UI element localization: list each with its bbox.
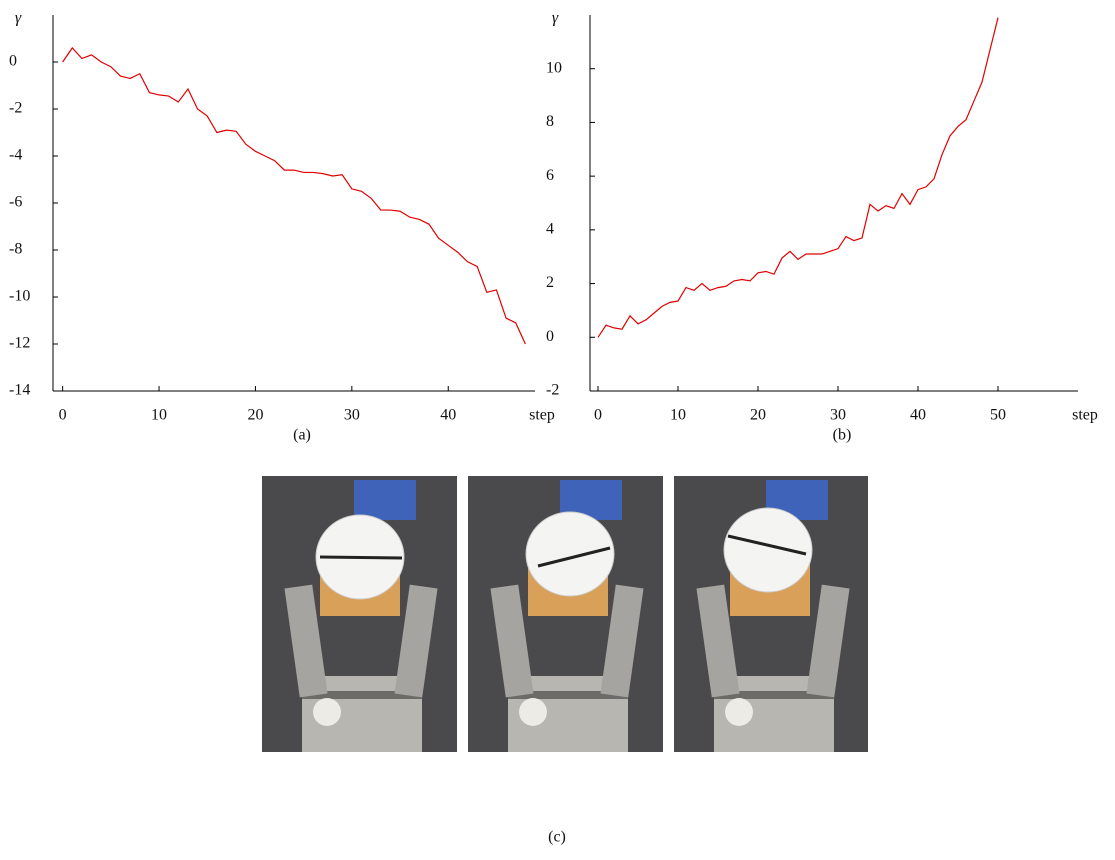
y-axis-label: γ <box>15 10 22 27</box>
photo <box>468 476 663 752</box>
x-axis-label: step <box>1072 407 1098 424</box>
y-tick-label: 8 <box>546 113 554 130</box>
y-tick-label: 2 <box>546 274 554 291</box>
y-tick-label: -2 <box>546 382 559 399</box>
figure-caption: (c) <box>548 829 566 846</box>
y-tick-label: -2 <box>9 100 22 117</box>
x-axis-label: step <box>529 407 555 424</box>
photos <box>262 476 868 752</box>
photo <box>674 476 868 752</box>
chart-caption: (b) <box>833 427 852 444</box>
y-tick-label: 0 <box>9 53 17 70</box>
y-tick-label: -12 <box>9 335 30 352</box>
y-tick-label: 4 <box>546 221 554 238</box>
y-tick-label: -10 <box>9 288 30 305</box>
data-line <box>63 48 526 344</box>
y-tick-label: -8 <box>9 241 22 258</box>
x-tick-label: 0 <box>59 407 67 424</box>
figure: (c) 0-2-4-6-8-10-12-14010203040stepγ(a)-… <box>0 0 1115 855</box>
y-axis-label: γ <box>552 10 559 27</box>
x-tick-label: 10 <box>151 407 167 424</box>
x-tick-label: 20 <box>750 407 766 424</box>
y-tick-label: -14 <box>9 382 30 399</box>
x-tick-label: 10 <box>670 407 686 424</box>
x-tick-label: 30 <box>830 407 846 424</box>
y-tick-label: 10 <box>546 59 562 76</box>
x-tick-label: 40 <box>440 407 456 424</box>
x-tick-label: 0 <box>594 407 602 424</box>
y-tick-label: 0 <box>546 328 554 345</box>
photo <box>262 476 457 752</box>
data-line <box>598 18 998 338</box>
y-tick-label: -4 <box>9 147 22 164</box>
chart-caption: (a) <box>293 427 311 444</box>
y-tick-label: 6 <box>546 167 554 184</box>
x-tick-label: 50 <box>990 407 1006 424</box>
x-tick-label: 30 <box>344 407 360 424</box>
x-tick-label: 20 <box>247 407 263 424</box>
y-tick-label: -6 <box>9 194 22 211</box>
x-tick-label: 40 <box>910 407 926 424</box>
